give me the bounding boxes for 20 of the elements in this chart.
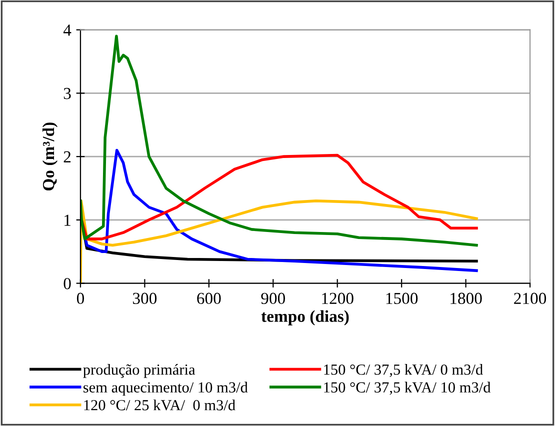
y-tick-label: 2 (64, 151, 71, 162)
legend-label: 120 °C/ 25 kVA/ 0 m3/d (84, 400, 236, 410)
y-axis-title: Qo (m³/d) (42, 122, 58, 190)
x-tick-label: 0 (76, 292, 84, 304)
x-tick-label: 2100 (514, 292, 546, 304)
x-tick-label: 300 (132, 292, 157, 304)
x-tick-label: 1200 (322, 292, 354, 304)
legend-label: 150 °C/ 37,5 kVA/ 10 m3/d (324, 382, 491, 395)
x-tick-label: 600 (197, 292, 221, 304)
y-tick-label: 0 (64, 278, 71, 290)
x-tick-label: 900 (261, 292, 286, 304)
legend-label: 150 °C/ 37,5 kVA/ 0 m3/d (324, 364, 483, 377)
y-tick-label: 3 (64, 88, 71, 100)
legend-label: produção primária (83, 364, 196, 378)
x-tick-label: 1800 (450, 292, 482, 304)
y-tick-label: 4 (63, 24, 72, 36)
x-axis-title: tempo (dias) (261, 310, 349, 326)
x-tick-label: 1500 (386, 292, 418, 304)
y-tick-label: 1 (64, 214, 70, 226)
legend-label: sem aquecimento/ 10 m3/d (84, 382, 248, 396)
